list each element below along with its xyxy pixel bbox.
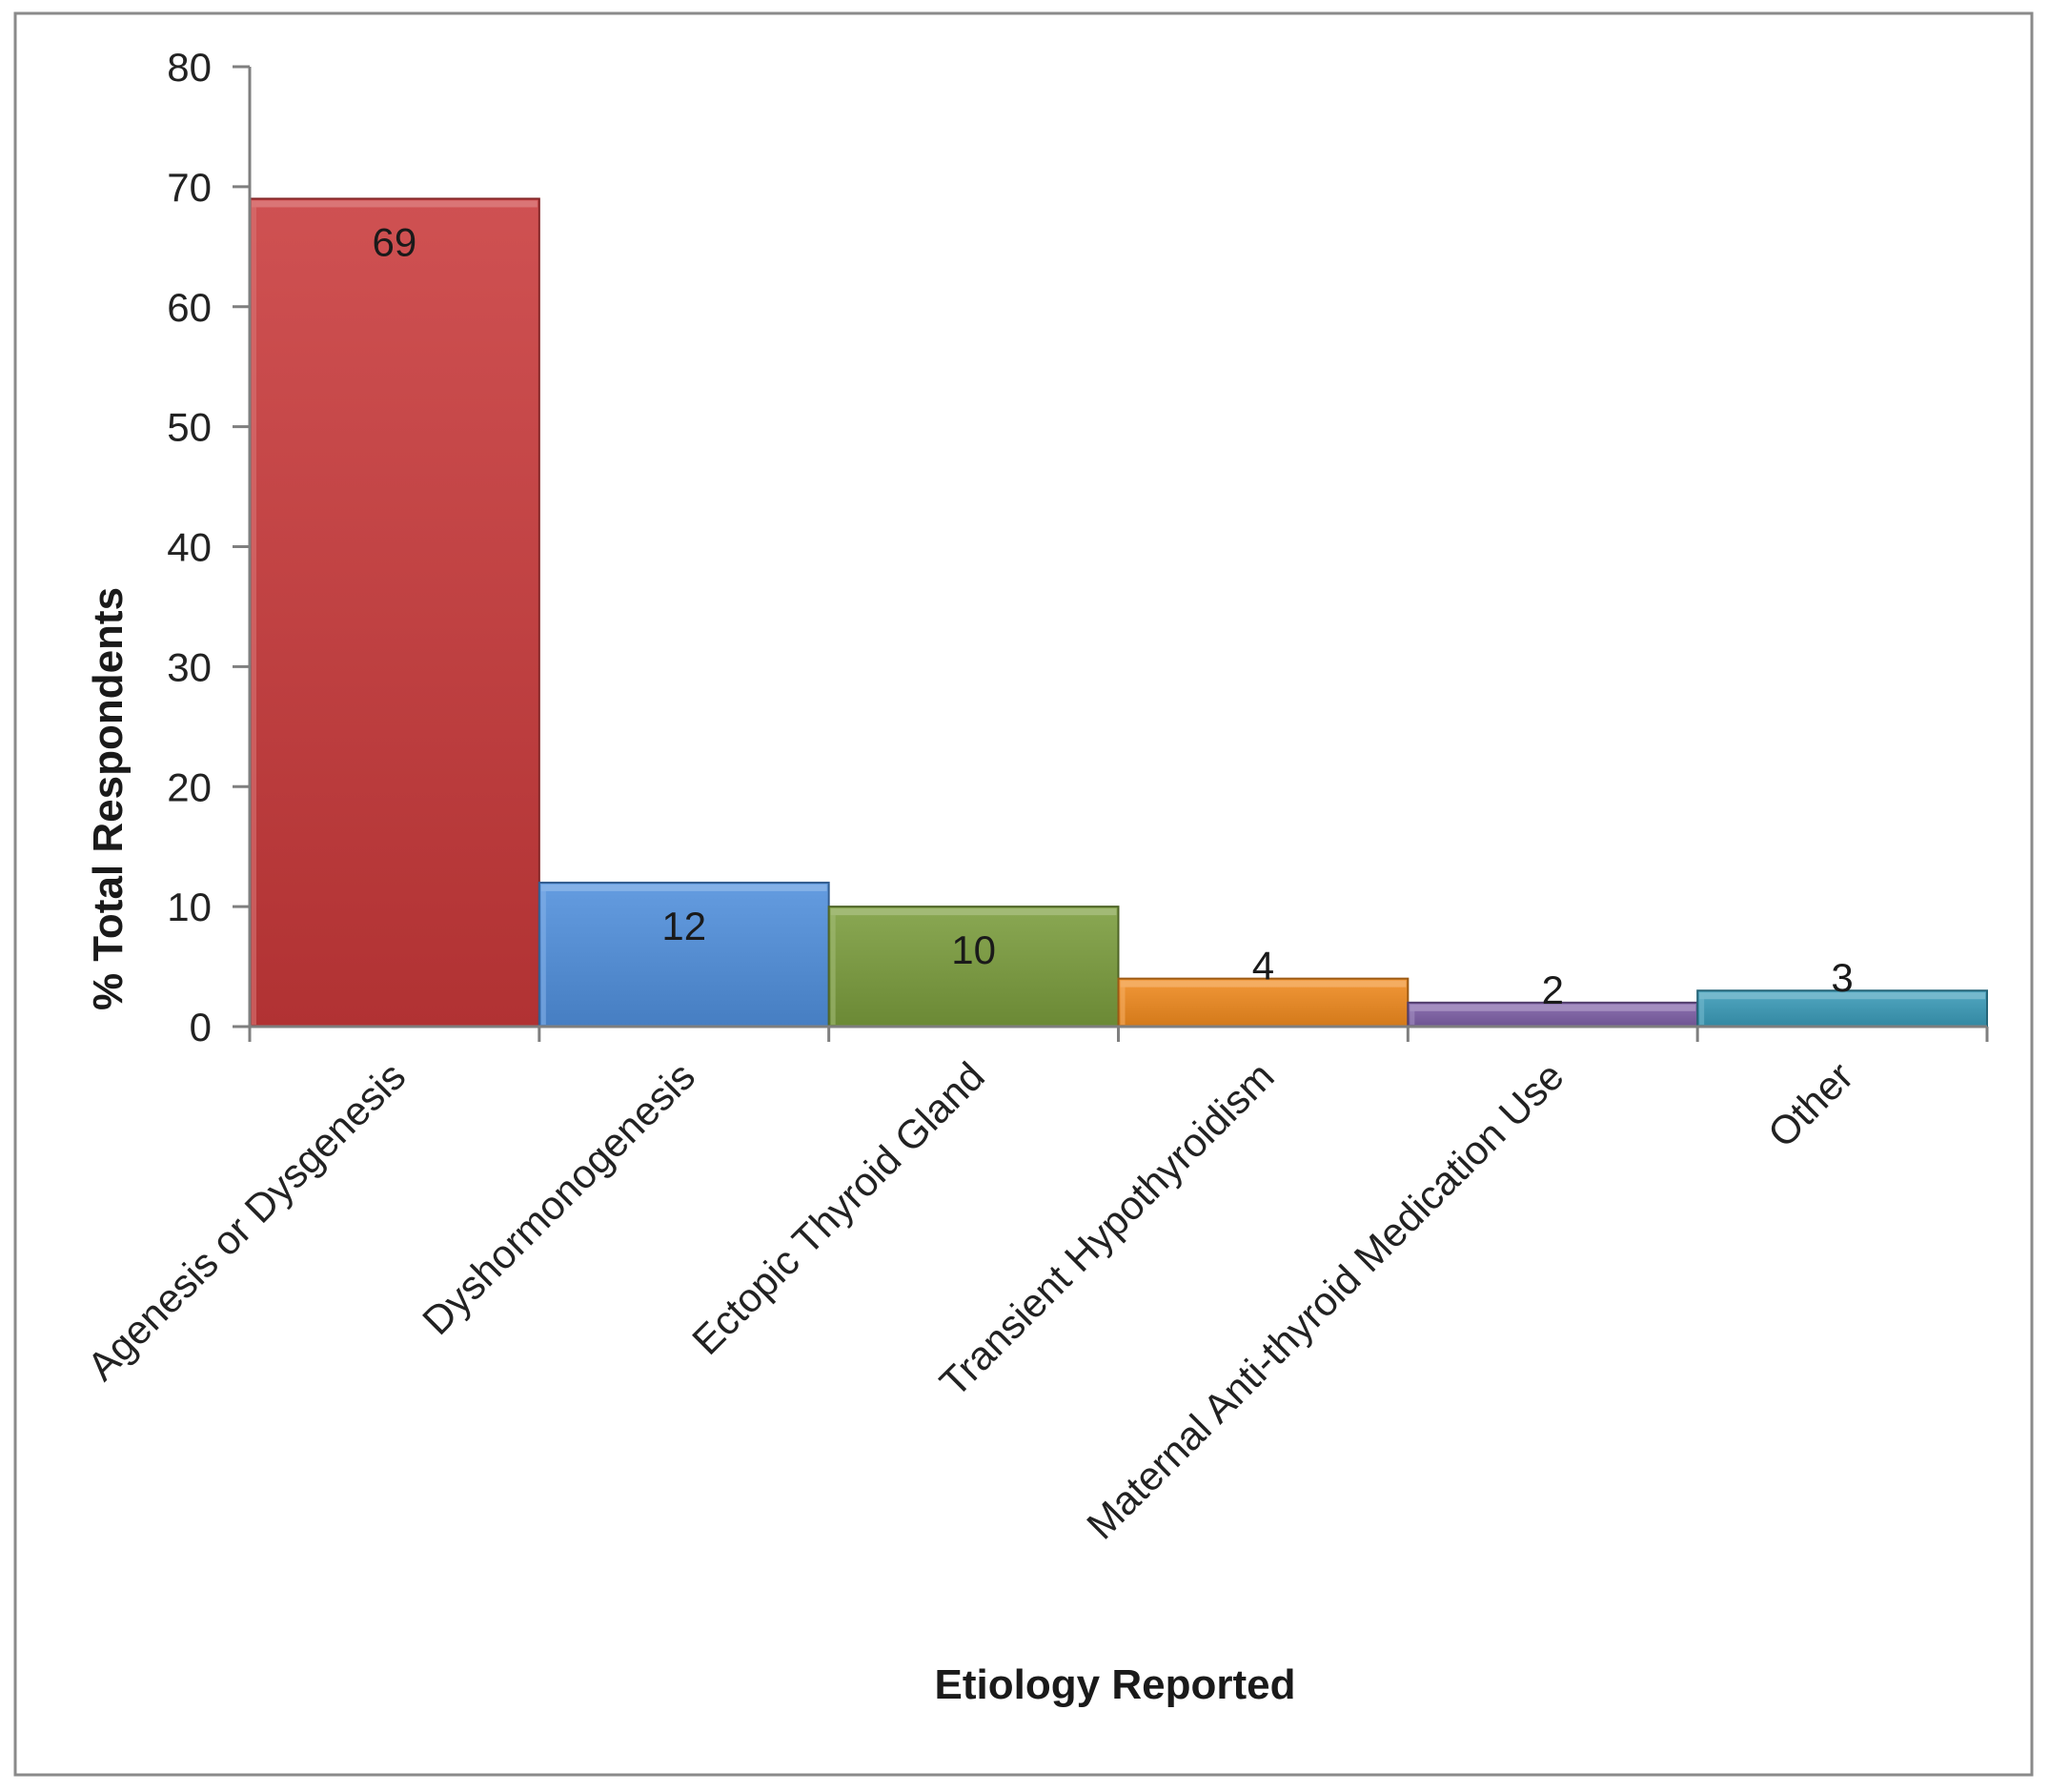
y-tick-label-7: 70 <box>167 165 212 210</box>
y-axis-title: % Total Respondents <box>85 587 132 1010</box>
y-tick-label-2: 20 <box>167 764 212 809</box>
bar-highlight-3 <box>1120 980 1407 988</box>
bar-edge-0 <box>252 200 256 1025</box>
bar-0 <box>249 197 540 1028</box>
bar-highlight-5 <box>1699 992 1985 1000</box>
x-axis-title: Etiology Reported <box>935 1661 1296 1708</box>
data-label-0: 69 <box>373 219 417 264</box>
bar-edge-4 <box>1410 1004 1415 1025</box>
bars-group <box>249 197 1988 1028</box>
bar-highlight-1 <box>540 884 827 891</box>
bar-edge-2 <box>830 908 836 1025</box>
bar-2 <box>827 906 1120 1028</box>
data-label-2: 10 <box>951 927 996 972</box>
y-tick-label-0: 0 <box>190 1005 212 1049</box>
bar-highlight-0 <box>252 200 538 208</box>
bar-edge-3 <box>1120 980 1126 1025</box>
y-tick-label-1: 10 <box>167 885 212 929</box>
bar-edge-5 <box>1699 992 1705 1025</box>
data-label-4: 2 <box>1542 967 1564 1012</box>
y-tick-label-6: 60 <box>167 285 212 330</box>
bar-edge-1 <box>540 884 546 1025</box>
data-label-3: 4 <box>1252 944 1274 988</box>
axes-group <box>233 65 1989 1042</box>
data-label-5: 3 <box>1831 955 1853 1000</box>
y-tick-label-3: 30 <box>167 644 212 689</box>
y-tick-label-8: 80 <box>167 45 212 90</box>
y-tick-label-4: 40 <box>167 525 212 570</box>
bar-highlight-2 <box>830 908 1117 916</box>
y-tick-label-5: 50 <box>167 405 212 450</box>
data-label-1: 12 <box>661 904 706 948</box>
bar-highlight-4 <box>1410 1004 1696 1011</box>
